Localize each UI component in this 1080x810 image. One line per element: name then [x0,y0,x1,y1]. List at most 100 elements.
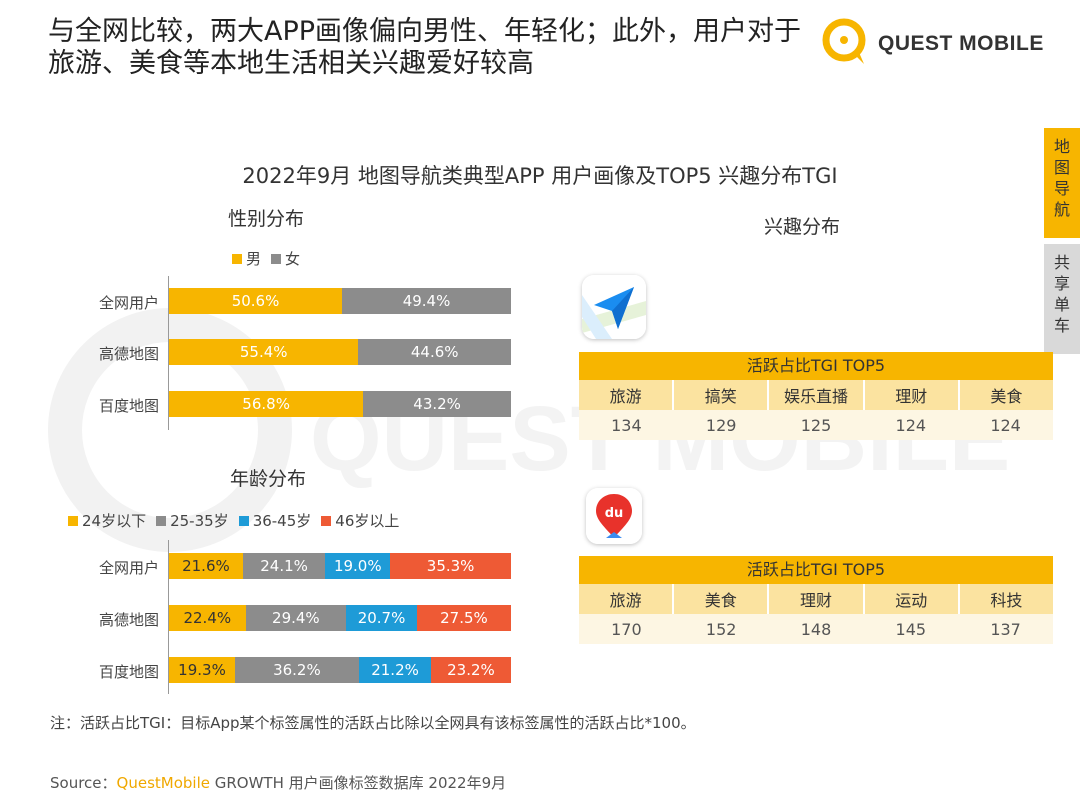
legend-swatch [156,515,167,526]
tgi-category: 运动 [865,584,960,614]
legend-swatch [321,515,332,526]
svg-text:du: du [605,506,624,521]
tgi-category: 科技 [990,591,1023,610]
side-tab-char: 享 [1053,274,1070,293]
tgi-value-row: 134 129 125 124 124 [579,410,1053,440]
side-tab-map-navigation[interactable]: 地 图 导 航 [1044,128,1080,238]
row-label: 全网用户 [98,294,159,312]
bar-segment: 43.2% [363,391,511,417]
side-tab-bike-sharing[interactable]: 共 享 单 车 [1044,244,1080,354]
side-tab-char: 航 [1053,200,1070,219]
legend-label: 46岁以上 [335,512,400,530]
bar-segment: 23.2% [431,657,511,683]
legend-label: 女 [285,250,301,268]
tgi-value: 124 [990,415,1021,435]
age-legend: 24岁以下 25-35岁 36-45岁 46岁以上 [68,510,409,531]
page-headline: 与全网比较，两大APP画像偏向男性、年轻化；此外，用户对于旅游、美食等本地生活相… [48,16,802,79]
row-label: 全网用户 [98,559,159,577]
side-tab-char: 地 [1053,137,1070,156]
bar-segment: 56.8% [169,391,364,417]
age-section-title: 年龄分布 [230,468,307,490]
bar-segment: 21.6% [169,553,243,579]
legend-item-male: 男 [232,248,261,269]
legend-label: 25-35岁 [170,512,229,530]
tgi-value: 124 [895,415,927,435]
bar-segment: 24.1% [242,553,326,579]
age-axis-line [168,540,169,694]
tgi-value: 129 [705,415,737,435]
tgi-value: 148 [800,619,832,639]
tgi-value: 125 [800,415,832,435]
bar-segment: 19.0% [325,553,391,579]
bar-segment: 19.3% [169,657,235,683]
bar-segment: 35.3% [390,553,511,579]
row-label: 高德地图 [98,345,159,363]
amap-tgi-table: 活跃占比TGI TOP5 旅游 搞笑 娱乐直播 理财 美食 134 129 12… [579,352,1053,440]
amap-paper-plane-icon [582,275,646,339]
source-line: Source：QuestMobile GROWTH 用户画像标签数据库 2022… [50,772,506,793]
chart-title: 2022年9月 地图导航类典型APP 用户画像及TOP5 兴趣分布TGI [242,164,838,188]
tgi-category-row: 旅游 美食 理财 运动 科技 [579,584,1053,614]
bar-segment: 49.4% [342,288,511,314]
source-prefix: Source： [50,774,117,792]
bar-row: 50.6% 49.4% [169,288,511,314]
tgi-table-header: 活跃占比TGI TOP5 [579,352,1053,380]
legend-item-female: 女 [271,248,300,269]
tgi-category-row: 旅游 搞笑 娱乐直播 理财 美食 [579,380,1053,410]
side-tab-char: 单 [1053,295,1070,314]
tgi-category: 理财 [769,584,865,614]
bar-segment: 21.2% [358,657,432,683]
tgi-category: 旅游 [579,584,675,614]
tgi-category: 美食 [674,584,770,614]
tgi-category: 娱乐直播 [769,380,865,410]
bar-segment: 36.2% [235,657,359,683]
baidu-tgi-table: 活跃占比TGI TOP5 旅游 美食 理财 运动 科技 170 152 148 … [579,556,1053,644]
tgi-value-row: 170 152 148 145 137 [579,614,1053,644]
legend-label: 男 [246,250,262,268]
bar-segment: 20.7% [346,605,417,631]
legend-item-25-35: 25-35岁 [156,510,229,531]
side-tab-char: 车 [1053,316,1070,335]
logo-text: QUEST MOBILE [878,32,1044,55]
legend-swatch [271,253,282,264]
legend-label: 24岁以下 [82,512,147,530]
bar-segment: 50.6% [169,288,343,314]
row-label: 高德地图 [98,611,159,629]
tgi-table-header: 活跃占比TGI TOP5 [579,556,1053,584]
baidu-map-du-pin-icon: du [586,488,642,544]
bar-row: 21.6% 24.1% 19.0% 35.3% [169,553,511,579]
tgi-value: 137 [990,619,1021,639]
gender-axis-line [168,276,169,430]
tgi-value: 170 [611,619,642,639]
tgi-value: 145 [895,619,927,639]
side-tab-char: 共 [1053,253,1070,272]
interest-section-title: 兴趣分布 [764,216,841,238]
tgi-category: 搞笑 [674,380,770,410]
gender-legend: 男 女 [232,248,310,269]
source-brand: QuestMobile [116,774,210,792]
bar-segment: 44.6% [358,339,511,365]
row-label: 百度地图 [98,663,159,681]
side-tab-char: 导 [1053,179,1070,198]
bar-segment: 29.4% [245,605,347,631]
tgi-category: 旅游 [579,380,675,410]
bar-row: 55.4% 44.6% [169,339,511,365]
gender-section-title: 性别分布 [228,208,305,230]
bar-row: 56.8% 43.2% [169,391,511,417]
legend-label: 36-45岁 [252,512,312,530]
legend-item-under-24: 24岁以下 [68,510,146,531]
bar-row: 19.3% 36.2% 21.2% 23.2% [169,657,511,683]
legend-swatch [232,253,242,264]
bar-row: 22.4% 29.4% 20.7% 27.5% [169,605,511,631]
tgi-value: 134 [611,415,642,435]
legend-item-36-45: 36-45岁 [238,510,312,531]
side-tab-char: 图 [1053,158,1070,177]
legend-swatch [68,515,78,526]
legend-item-over-46: 46岁以上 [321,510,399,531]
source-rest: GROWTH 用户画像标签数据库 2022年9月 [209,774,507,792]
tgi-value: 152 [705,619,737,639]
quest-mobile-logo: QUEST MOBILE [818,14,1058,70]
quest-mobile-logo-icon [822,18,866,64]
footnote: 注：活跃占比TGI：目标App某个标签属性的活跃占比除以全网具有该标签属性的活跃… [50,714,696,732]
bar-segment: 27.5% [416,605,511,631]
